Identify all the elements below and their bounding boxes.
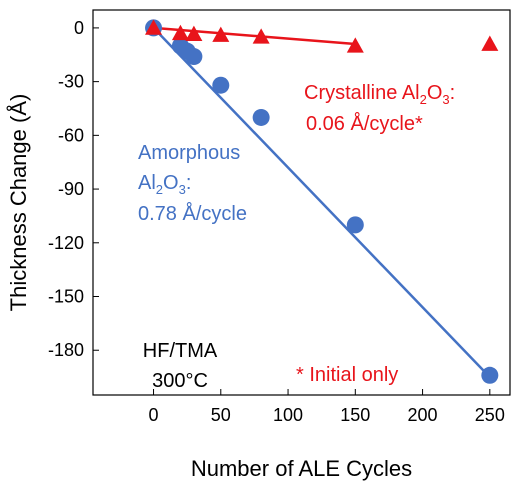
y-tick-label: -150 bbox=[48, 287, 84, 307]
y-tick-label: -90 bbox=[58, 179, 84, 199]
crystalline-annotation: Crystalline Al2O3: 0.06 Å/cycle* bbox=[304, 82, 455, 135]
point-series-1 bbox=[145, 19, 163, 35]
point-series-1 bbox=[185, 25, 203, 41]
point-series-0 bbox=[481, 366, 499, 384]
x-tick-label: 250 bbox=[475, 405, 505, 425]
point-series-1 bbox=[171, 24, 189, 41]
conditions-chemistry: HF/TMA bbox=[143, 340, 218, 362]
x-tick-label: 100 bbox=[273, 405, 303, 425]
footnote: * Initial only bbox=[296, 364, 398, 386]
point-series-1 bbox=[481, 35, 499, 51]
point-series-1 bbox=[346, 37, 364, 53]
y-tick-label: -60 bbox=[58, 125, 84, 145]
point-series-1 bbox=[252, 28, 270, 44]
conditions-temperature: 300°C bbox=[152, 370, 208, 392]
amorphous-rate: 0.78 Å/cycle bbox=[138, 202, 247, 225]
fit-line-series-1 bbox=[153, 26, 356, 46]
x-tick-label: 150 bbox=[340, 405, 370, 425]
x-axis-title: Number of ALE Cycles bbox=[191, 456, 412, 481]
x-tick-label: 200 bbox=[408, 405, 438, 425]
amorphous-label: Amorphous bbox=[138, 142, 240, 164]
point-series-0 bbox=[212, 76, 230, 94]
y-axis-ticks: 0 -30 -60 -90 -120 -150 -180 bbox=[48, 18, 99, 360]
plot-frame bbox=[92, 9, 511, 396]
x-tick-label: 0 bbox=[149, 405, 159, 425]
y-axis-title: Thickness Change (Å) bbox=[6, 94, 31, 312]
y-tick-label: 0 bbox=[74, 18, 84, 38]
point-series-0 bbox=[252, 108, 270, 126]
y-tick-label: -30 bbox=[58, 72, 84, 92]
fit-line-series-0 bbox=[152, 27, 491, 378]
point-series-1 bbox=[212, 26, 230, 42]
point-series-0 bbox=[346, 216, 364, 234]
crystalline-label: Crystalline Al2O3: bbox=[304, 82, 455, 107]
x-axis-ticks: 0 50 100 150 200 250 bbox=[149, 389, 505, 425]
crystalline-rate: 0.06 Å/cycle* bbox=[306, 112, 423, 135]
conditions-annotation: HF/TMA 300°C bbox=[143, 340, 218, 392]
amorphous-annotation: Amorphous Al2O3: 0.78 Å/cycle bbox=[138, 142, 247, 225]
fit-lines bbox=[152, 26, 491, 378]
amorphous-formula: Al2O3: bbox=[138, 172, 191, 197]
y-tick-label: -180 bbox=[48, 340, 84, 360]
point-series-0 bbox=[185, 48, 203, 66]
x-tick-label: 50 bbox=[211, 405, 231, 425]
y-tick-label: -120 bbox=[48, 233, 84, 253]
data-points bbox=[145, 19, 499, 384]
